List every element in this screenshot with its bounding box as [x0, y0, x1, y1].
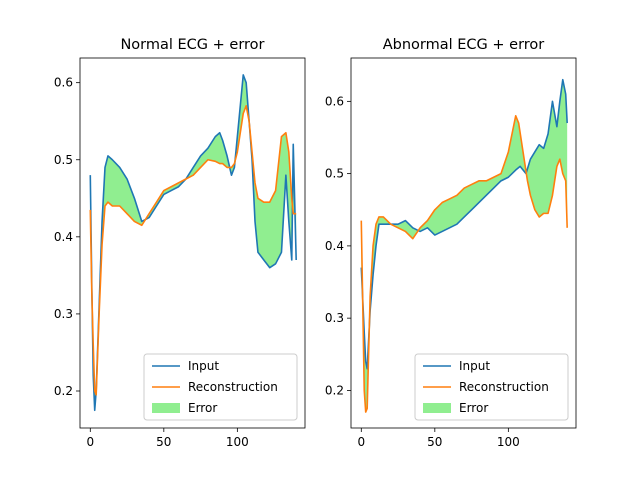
- abnormal-ecg-panel: 0 50 100 0.2 0.3 0.4 0.5 0.6 Abnormal ECG + erro…: [325, 37, 577, 449]
- y-tick-label: 0.3: [54, 307, 73, 321]
- reconstruction-line: [360, 115, 568, 413]
- error-area: [361, 79, 568, 413]
- legend-label: Reconstruction: [459, 380, 549, 394]
- chart-title: Normal ECG + error: [120, 37, 264, 53]
- x-tick-label: 100: [497, 435, 520, 449]
- legend-label: Error: [459, 401, 488, 415]
- x-tick-label: 50: [156, 435, 171, 449]
- x-tick-label: 0: [357, 435, 365, 449]
- x-tick-label: 100: [226, 435, 249, 449]
- error-legend-swatch: [423, 403, 451, 413]
- input-line: [360, 78, 568, 370]
- axes-frame: [350, 57, 577, 429]
- chart-title: Abnormal ECG + error: [383, 37, 545, 53]
- y-tick-label: 0.3: [325, 311, 344, 325]
- y-tick-label: 0.5: [325, 167, 344, 181]
- legend: Input Reconstruction Error: [414, 353, 569, 421]
- y-tick-label: 0.2: [325, 383, 344, 397]
- legend-label: Input: [459, 359, 490, 373]
- legend: Input Reconstruction Error: [143, 353, 298, 421]
- y-tick-label: 0.6: [54, 76, 73, 90]
- legend-label: Input: [188, 359, 219, 373]
- y-tick-label: 0.5: [54, 153, 73, 167]
- error-legend-swatch: [152, 403, 180, 413]
- x-tick-label: 50: [427, 435, 442, 449]
- legend-label: Reconstruction: [188, 380, 278, 394]
- y-tick-label: 0.6: [325, 94, 344, 108]
- x-tick-label: 0: [86, 435, 94, 449]
- legend-box: [143, 353, 298, 421]
- input-line: [89, 74, 297, 412]
- legend-label: Error: [188, 401, 217, 415]
- y-tick-label: 0.4: [54, 230, 73, 244]
- legend-box: [414, 353, 569, 421]
- normal-ecg-panel: 0 50 100 0.2 0.3 0.4 0.5 0.6 Normal ECG + error I…: [54, 37, 306, 449]
- y-tick-label: 0.2: [54, 384, 73, 398]
- axes-frame: [79, 57, 306, 429]
- reconstruction-line: [89, 104, 297, 396]
- y-tick-label: 0.4: [325, 239, 344, 253]
